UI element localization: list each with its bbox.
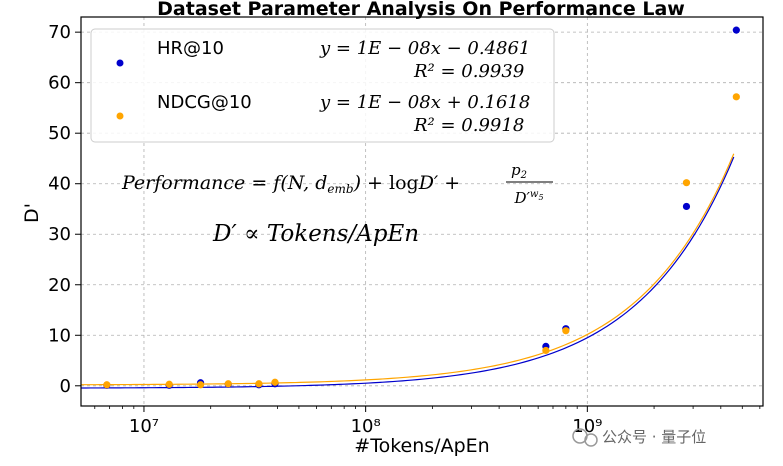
y-tick-label: 50	[48, 123, 71, 144]
point-ndcg10	[542, 346, 550, 355]
y-tick-label: 40	[48, 174, 71, 195]
point-ndcg10	[732, 93, 740, 101]
y-tick-label: 0	[60, 376, 71, 397]
legend-equation-hr10: y = 1E − 08x − 0.4861	[319, 38, 530, 59]
formula-performance-law: Performance = f(N, demb) + logD′ +	[121, 172, 460, 196]
point-ndcg10	[224, 380, 232, 388]
legend-equation-ndcg10: y = 1E − 08x + 0.1618	[319, 92, 530, 113]
point-ndcg10	[271, 378, 279, 386]
point-hr10	[682, 202, 691, 211]
grid	[81, 17, 763, 406]
point-ndcg10	[562, 327, 570, 335]
y-tick-label: 30	[48, 224, 71, 245]
y-tick-label: 70	[48, 22, 71, 43]
axis-ticks: 0 10 20 30 40 50 60 70 10⁷ 10⁸ 10⁹	[48, 22, 761, 437]
legend-marker-hr10	[116, 59, 124, 67]
legend-r2-ndcg10: R² = 0.9918	[413, 115, 524, 136]
fit-lines	[80, 153, 735, 389]
point-hr10	[732, 26, 740, 34]
point-ndcg10	[103, 381, 111, 389]
y-axis-label: D'	[21, 203, 43, 223]
fit-line-hr10	[80, 156, 735, 389]
formula-fraction-denominator: D′w5	[513, 189, 543, 207]
point-ndcg10	[682, 179, 691, 187]
x-tick-label: 10⁸	[351, 416, 381, 437]
x-tick-label: 10⁹	[572, 416, 602, 437]
watermark: 公众号 · 量子位	[572, 428, 706, 447]
point-ndcg10	[255, 380, 263, 388]
point-ndcg10	[196, 381, 205, 389]
x-tick-label: 10⁷	[129, 416, 159, 437]
x-axis-label: #Tokens/ApEn	[354, 435, 489, 457]
y-tick-label: 60	[48, 73, 71, 94]
wechat-icon-inner	[584, 433, 598, 447]
formula-fraction-numerator: p2	[511, 161, 527, 181]
chart-title: Dataset Parameter Analysis On Performanc…	[157, 0, 685, 20]
legend-label-hr10: HR@10	[157, 38, 224, 59]
formula-proportionality: D′ ∝ Tokens/ApEn	[212, 221, 419, 247]
y-tick-label: 10	[48, 325, 71, 346]
point-ndcg10	[165, 380, 173, 388]
y-tick-label: 20	[48, 275, 71, 296]
fit-line-ndcg10	[80, 153, 735, 386]
legend-marker-ndcg10	[116, 112, 124, 120]
legend-label-ndcg10: NDCG@10	[157, 92, 252, 113]
plot-frame	[80, 16, 764, 407]
data-points	[103, 26, 740, 389]
legend-box	[90, 28, 555, 143]
legend: HR@10 y = 1E − 08x − 0.4861 R² = 0.9939 …	[90, 28, 555, 143]
watermark-text: 公众号 · 量子位	[602, 428, 706, 446]
legend-r2-hr10: R² = 0.9939	[413, 61, 524, 82]
